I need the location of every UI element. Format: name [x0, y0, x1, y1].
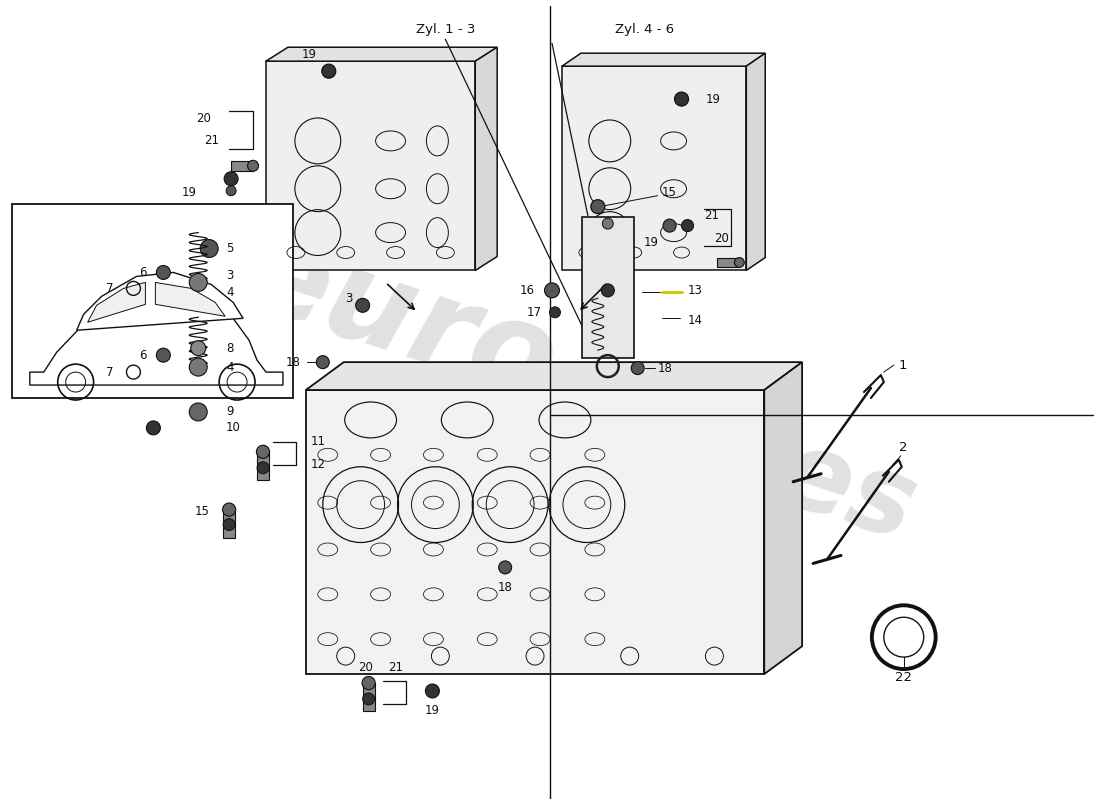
Text: 14: 14 — [688, 314, 703, 326]
Text: 7: 7 — [106, 366, 113, 378]
Circle shape — [257, 462, 270, 474]
Polygon shape — [582, 217, 634, 358]
Text: Zyl. 4 - 6: Zyl. 4 - 6 — [615, 22, 674, 36]
Text: 18: 18 — [497, 581, 513, 594]
Text: 8: 8 — [227, 342, 233, 354]
Circle shape — [544, 283, 560, 298]
Text: 19: 19 — [182, 186, 196, 199]
Polygon shape — [764, 362, 802, 674]
Text: 18: 18 — [286, 356, 301, 369]
Circle shape — [735, 258, 745, 267]
Circle shape — [156, 266, 170, 279]
Text: 3: 3 — [227, 269, 233, 282]
Circle shape — [227, 186, 236, 196]
Circle shape — [682, 220, 693, 231]
Text: 3: 3 — [345, 292, 352, 305]
Text: 20: 20 — [359, 661, 373, 674]
Polygon shape — [363, 683, 375, 711]
Polygon shape — [30, 288, 283, 385]
Text: spares: spares — [509, 337, 930, 563]
Text: 20: 20 — [714, 232, 729, 245]
Polygon shape — [77, 273, 243, 330]
Text: euro: euro — [229, 213, 572, 427]
Text: 15: 15 — [195, 505, 209, 518]
Polygon shape — [266, 61, 475, 270]
Text: 12: 12 — [311, 458, 326, 471]
Polygon shape — [257, 452, 270, 480]
Polygon shape — [475, 47, 497, 270]
Text: 19: 19 — [425, 705, 440, 718]
Text: 21: 21 — [388, 661, 403, 674]
Circle shape — [550, 307, 561, 318]
Circle shape — [603, 218, 614, 229]
Text: 19: 19 — [301, 48, 317, 61]
Text: 6: 6 — [139, 266, 146, 279]
Circle shape — [156, 348, 170, 362]
Circle shape — [674, 92, 689, 106]
Text: 19: 19 — [705, 93, 720, 106]
Text: 20: 20 — [196, 113, 211, 126]
Text: 15: 15 — [661, 186, 676, 199]
Circle shape — [591, 200, 605, 214]
Text: 22: 22 — [895, 670, 912, 683]
Text: 10: 10 — [227, 422, 241, 434]
Circle shape — [189, 358, 207, 376]
Circle shape — [631, 362, 645, 374]
Circle shape — [223, 518, 235, 530]
Polygon shape — [155, 282, 226, 316]
Text: 6: 6 — [139, 349, 146, 362]
Text: 21: 21 — [704, 209, 719, 222]
Circle shape — [362, 677, 375, 690]
Polygon shape — [231, 161, 253, 170]
Text: 5: 5 — [227, 242, 233, 255]
Circle shape — [222, 503, 235, 516]
Circle shape — [190, 341, 206, 356]
Text: 9: 9 — [227, 406, 233, 418]
Text: 16: 16 — [520, 284, 535, 297]
Circle shape — [189, 403, 207, 421]
Text: 11: 11 — [311, 435, 326, 448]
Polygon shape — [746, 54, 766, 270]
Polygon shape — [562, 66, 746, 270]
Circle shape — [256, 446, 270, 458]
Circle shape — [498, 561, 512, 574]
Polygon shape — [306, 362, 802, 390]
Text: 1: 1 — [899, 358, 907, 372]
Circle shape — [224, 172, 238, 186]
Text: 2: 2 — [899, 442, 907, 454]
Text: 13: 13 — [688, 284, 703, 297]
Circle shape — [200, 239, 218, 258]
Circle shape — [363, 693, 375, 705]
Text: 4: 4 — [227, 361, 233, 374]
Text: Zyl. 1 - 3: Zyl. 1 - 3 — [416, 22, 475, 36]
Polygon shape — [717, 258, 739, 267]
Text: 4: 4 — [227, 286, 233, 299]
Text: 21: 21 — [205, 134, 219, 147]
Circle shape — [146, 421, 161, 435]
Text: 17: 17 — [527, 306, 542, 319]
Bar — [12, 204, 293, 398]
Polygon shape — [306, 390, 764, 674]
Polygon shape — [266, 47, 497, 61]
Circle shape — [663, 219, 676, 232]
Circle shape — [189, 274, 207, 291]
Polygon shape — [223, 510, 235, 538]
Polygon shape — [88, 282, 145, 322]
Text: 7: 7 — [106, 282, 113, 295]
Text: 19: 19 — [645, 236, 659, 249]
Text: a passion for parts since 1985: a passion for parts since 1985 — [497, 491, 803, 608]
Circle shape — [355, 298, 370, 312]
Circle shape — [602, 284, 614, 297]
Circle shape — [248, 160, 258, 171]
Circle shape — [317, 356, 329, 369]
Text: 18: 18 — [658, 362, 672, 374]
Circle shape — [426, 684, 439, 698]
Circle shape — [322, 64, 335, 78]
Polygon shape — [562, 54, 766, 66]
